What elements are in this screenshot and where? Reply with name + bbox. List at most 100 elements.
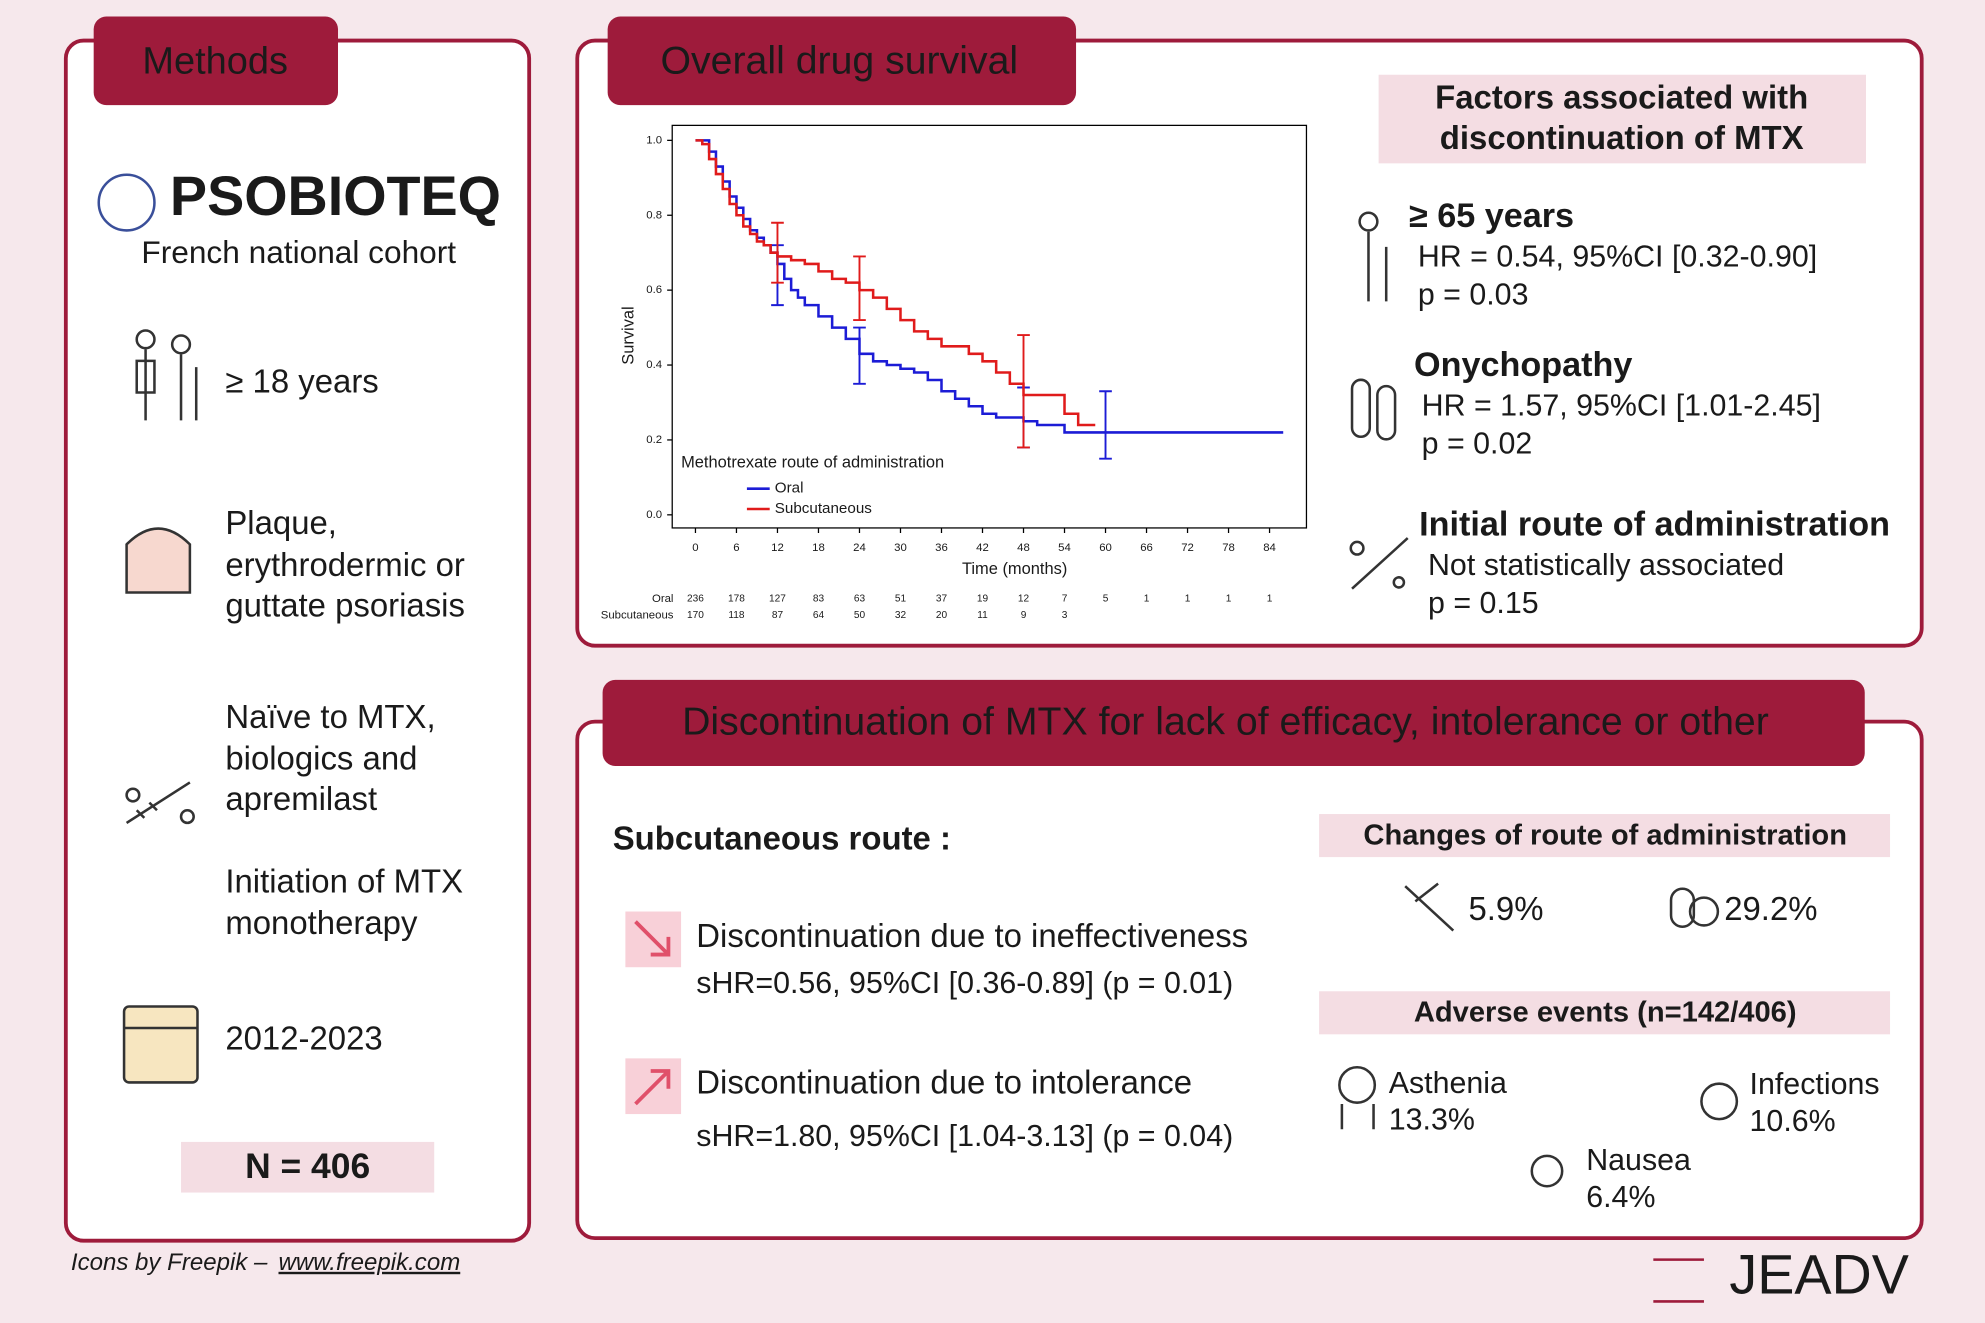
adverse-box	[1319, 991, 1891, 1035]
risk-count: 1	[1185, 594, 1191, 605]
legend-label: Subcutaneous	[775, 500, 873, 517]
y-tick-label: 0.0	[646, 509, 662, 521]
risk-count: 178	[728, 594, 745, 605]
y-tick-label: 0.8	[646, 209, 662, 221]
risk-count: 1	[1226, 594, 1232, 605]
y-tick-label: 0.2	[646, 434, 662, 446]
publisher: JEADV	[1729, 1243, 1908, 1305]
item-stat: sHR=1.80, 95%CI [1.04-3.13] (p = 0.04)	[696, 1119, 1233, 1153]
up-arrow	[634, 1069, 671, 1106]
change-value: 5.9%	[1468, 890, 1543, 927]
x-tick-label: 6	[733, 542, 739, 554]
factor-stat: HR = 0.54, 95%CI [0.32-0.90]	[1418, 239, 1817, 273]
y-axis-label: Survival	[620, 306, 638, 364]
plot-frame	[671, 124, 1308, 529]
methods-title: Methods	[142, 40, 288, 82]
criterion: biologics and	[225, 740, 417, 777]
risk-count: 1	[1267, 594, 1273, 605]
factor-stat: p = 0.02	[1422, 427, 1533, 461]
survival-tab	[607, 16, 1077, 106]
icons	[97, 173, 1739, 1303]
risk-count: 19	[977, 594, 989, 605]
x-tick-label: 30	[894, 542, 907, 554]
legend-label: Oral	[775, 480, 804, 497]
adverse-title: Adverse events (n=142/406)	[1414, 997, 1797, 1029]
x-tick-label: 42	[976, 542, 989, 554]
n-total: N = 406	[245, 1146, 370, 1186]
risk-count: 236	[687, 594, 704, 605]
risk-count: 3	[1062, 610, 1068, 621]
credit-link: www.freepik.com	[279, 1249, 461, 1276]
item-stat: sHR=0.56, 95%CI [0.36-0.89] (p = 0.01)	[696, 966, 1233, 1000]
x-tick-label: 78	[1222, 542, 1235, 554]
x-tick-label: 54	[1058, 542, 1071, 554]
discontinuation-tab	[602, 679, 1865, 766]
item-label: Discontinuation due to intolerance	[696, 1064, 1192, 1101]
x-tick-label: 48	[1017, 542, 1030, 554]
legend-title: Methotrexate route of administration	[681, 454, 944, 472]
criterion: Initiation of MTX	[225, 862, 463, 899]
criterion: guttate psoriasis	[225, 586, 465, 623]
risk-count: 37	[936, 594, 948, 605]
risk-count: 1	[1144, 594, 1150, 605]
factor-label: Initial route of administration	[1419, 506, 1890, 544]
risk-count: 50	[854, 610, 866, 621]
adverse-name: Asthenia	[1389, 1066, 1507, 1100]
y-tick-label: 0.4	[646, 359, 662, 371]
criterion: 2012-2023	[225, 1019, 382, 1056]
criterion: Naïve to MTX,	[225, 698, 435, 735]
y-tick-label: 0.6	[646, 284, 662, 296]
y-tick-label: 1.0	[646, 134, 662, 146]
x-tick-label: 66	[1140, 542, 1153, 554]
adverse-value: 13.3%	[1389, 1103, 1475, 1137]
factor-stat: Not statistically associated	[1428, 548, 1784, 582]
risk-count: 64	[813, 610, 825, 621]
risk-count: 83	[813, 594, 825, 605]
item-label: Discontinuation due to ineffectiveness	[696, 917, 1248, 954]
criterion: ≥ 18 years	[225, 362, 378, 399]
x-tick-label: 24	[853, 542, 866, 554]
factors-title: discontinuation of MTX	[1440, 119, 1804, 156]
x-tick-label: 12	[771, 542, 784, 554]
changes-box	[1319, 814, 1891, 858]
factor-stat: HR = 1.57, 95%CI [1.01-2.45]	[1422, 389, 1821, 423]
route: Subcutaneous route :	[613, 819, 951, 856]
survival-title: Overall drug survival	[661, 39, 1019, 83]
risk-count: 5	[1103, 594, 1109, 605]
risk-count: 12	[1018, 594, 1030, 605]
risk-row-label: Oral	[652, 593, 674, 605]
factors-box	[1378, 74, 1867, 164]
x-tick-label: 72	[1181, 542, 1194, 554]
factors-title: Factors associated with	[1435, 79, 1808, 116]
adverse-name: Nausea	[1586, 1143, 1691, 1177]
criterion: monotherapy	[225, 904, 418, 941]
risk-count: 63	[854, 594, 866, 605]
x-tick-label: 60	[1099, 542, 1112, 554]
credit: Icons by Freepik –	[71, 1249, 268, 1276]
x-tick-label: 18	[812, 542, 825, 554]
factor-label: Onychopathy	[1414, 346, 1632, 384]
down-arrow	[634, 920, 671, 957]
adverse-value: 10.6%	[1750, 1104, 1836, 1138]
methods-tab	[93, 16, 339, 106]
n-box	[181, 1141, 435, 1193]
discontinuation-title: Discontinuation of MTX for lack of effic…	[682, 700, 1769, 744]
risk-count: 87	[772, 610, 784, 621]
error-bar	[771, 221, 784, 284]
changes-title: Changes of route of administration	[1363, 820, 1847, 852]
risk-count: 127	[769, 594, 786, 605]
criterion: Plaque,	[225, 504, 337, 541]
risk-count: 20	[936, 610, 948, 621]
risk-count: 7	[1062, 594, 1068, 605]
factor-stat: p = 0.15	[1428, 586, 1539, 620]
risk-row-label: Subcutaneous	[601, 609, 674, 621]
x-tick-label: 0	[692, 542, 698, 554]
error-bar	[1099, 390, 1112, 460]
cohort: French national cohort	[141, 234, 456, 270]
error-bar	[1017, 334, 1030, 449]
risk-count: 170	[687, 610, 704, 621]
error-bar	[853, 326, 866, 385]
risk-count: 118	[728, 610, 744, 621]
criterion: erythrodermic or	[225, 546, 465, 583]
